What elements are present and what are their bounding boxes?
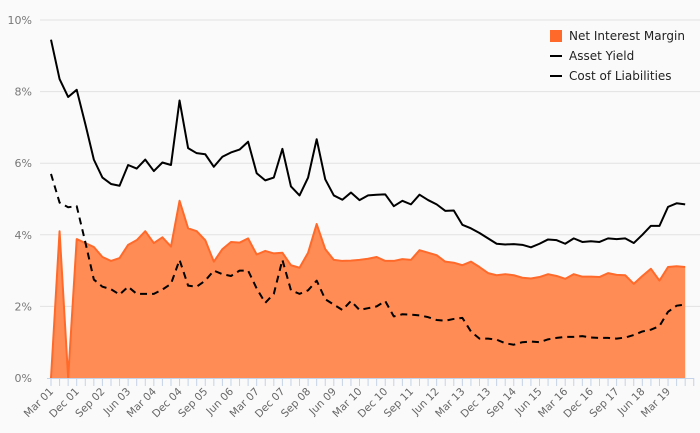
y-axis-labels: 0% 2% 4% 6% 8% 10% — [8, 14, 32, 385]
legend-label: Net Interest Margin — [569, 29, 685, 43]
dashed-line-icon — [550, 75, 562, 77]
area-swatch-icon — [550, 30, 562, 42]
y-tick-label: 4% — [15, 229, 32, 242]
legend-item-cost-of-liabilities: Cost of Liabilities — [550, 66, 685, 86]
x-tick-label: Sep 14 — [485, 385, 520, 420]
solid-line-icon — [550, 55, 562, 57]
cost-of-liabilities-line — [50, 173, 686, 346]
chart-marks — [50, 39, 686, 379]
y-tick-label: 8% — [15, 86, 32, 99]
legend-label: Cost of Liabilities — [569, 69, 672, 83]
legend: Net Interest Margin Asset Yield Cost of … — [550, 26, 685, 86]
net-interest-margin-area — [51, 200, 686, 378]
y-tick-label: 2% — [15, 300, 32, 313]
y-tick-label: 6% — [15, 157, 32, 170]
legend-label: Asset Yield — [569, 49, 635, 63]
legend-item-asset-yield: Asset Yield — [550, 46, 685, 66]
asset-yield-line — [50, 39, 686, 249]
net-interest-margin-line — [50, 199, 686, 379]
y-tick-label: 0% — [15, 372, 32, 385]
y-tick-label: 10% — [8, 14, 32, 27]
legend-item-nim: Net Interest Margin — [550, 26, 685, 46]
